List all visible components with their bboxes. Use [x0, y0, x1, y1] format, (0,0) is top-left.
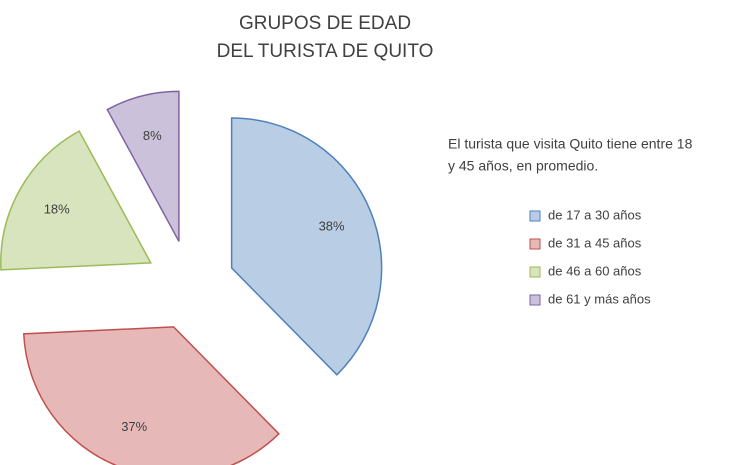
annotation: El turista que visita Quito tiene entre …	[448, 136, 693, 152]
data-label: 37%	[121, 419, 147, 434]
data-label: 38%	[319, 218, 345, 233]
legend-label: de 17 a 30 años	[548, 207, 642, 222]
data-label: 18%	[44, 201, 70, 216]
legend-swatch	[529, 210, 541, 222]
chart-title: DEL TURISTA DE QUITO	[217, 41, 434, 62]
legend-label: de 31 a 45 años	[548, 235, 642, 250]
pie-slice	[22, 326, 280, 465]
pie-slice	[0, 130, 153, 271]
legend-label: de 46 a 60 años	[548, 263, 642, 278]
legend-swatch	[529, 266, 541, 278]
legend-swatch	[529, 294, 541, 306]
chart-title: GRUPOS DE EDAD	[239, 13, 411, 34]
data-label: 8%	[143, 128, 162, 143]
legend-label: de 61 y más años	[548, 291, 651, 306]
legend-swatch	[529, 238, 541, 250]
pie-slice	[230, 117, 383, 376]
annotation: y 45 años, en promedio.	[448, 158, 598, 174]
pie-slice	[106, 90, 180, 242]
